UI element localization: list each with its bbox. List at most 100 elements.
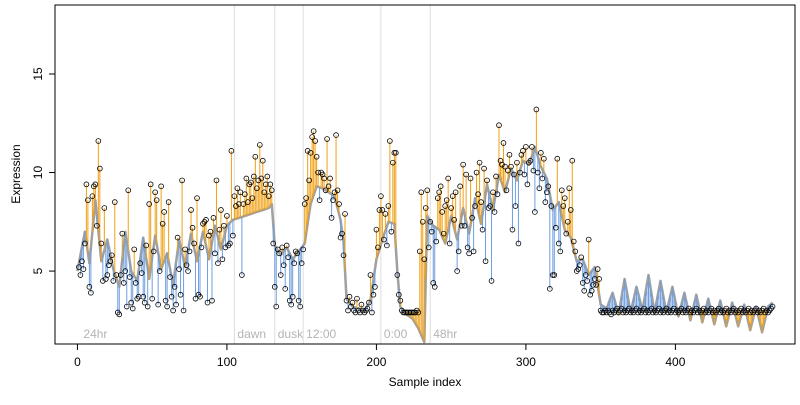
data-point xyxy=(593,282,599,288)
data-point xyxy=(529,144,535,150)
data-point xyxy=(561,195,568,201)
data-point xyxy=(183,262,190,268)
data-point xyxy=(436,189,443,196)
data-point xyxy=(572,248,579,255)
data-point xyxy=(422,205,429,211)
data-point xyxy=(158,183,164,190)
data-point xyxy=(555,240,562,247)
data-point xyxy=(182,246,188,253)
data-point xyxy=(557,248,564,255)
data-point xyxy=(437,183,444,190)
data-point xyxy=(769,303,776,310)
data-point xyxy=(439,209,445,215)
data-point xyxy=(523,144,529,150)
data-point xyxy=(203,217,209,223)
data-point xyxy=(416,248,423,255)
data-point xyxy=(297,303,303,310)
data-point xyxy=(276,250,283,257)
data-point xyxy=(387,138,393,144)
data-point xyxy=(125,187,132,194)
data-point xyxy=(185,268,191,274)
data-point xyxy=(467,175,474,182)
data-point xyxy=(521,171,528,178)
data-point xyxy=(243,175,250,182)
data-point xyxy=(221,222,227,229)
data-point xyxy=(566,185,573,192)
data-point xyxy=(132,280,139,286)
data-point xyxy=(590,282,596,288)
data-point xyxy=(156,268,163,274)
data-point xyxy=(240,201,247,207)
data-point xyxy=(473,169,480,176)
data-point xyxy=(379,207,386,213)
data-point xyxy=(502,163,508,170)
data-point xyxy=(370,291,377,298)
data-point xyxy=(159,220,166,227)
data-point xyxy=(482,258,489,265)
data-point xyxy=(545,183,552,190)
data-point xyxy=(107,258,114,265)
data-point xyxy=(463,171,469,178)
data-point xyxy=(231,193,238,199)
data-point xyxy=(111,199,118,205)
data-point xyxy=(215,260,221,266)
data-point xyxy=(212,250,218,257)
data-point xyxy=(230,232,236,239)
region-label: 0:00 xyxy=(384,327,408,341)
data-point xyxy=(345,307,351,314)
data-point xyxy=(469,215,475,221)
data-point xyxy=(85,197,91,203)
data-point xyxy=(472,203,478,209)
data-point xyxy=(538,150,544,156)
data-point xyxy=(445,175,451,182)
data-point xyxy=(104,272,111,278)
data-point xyxy=(248,179,254,186)
data-point xyxy=(117,272,124,278)
data-point xyxy=(491,209,498,215)
data-point xyxy=(265,193,272,199)
data-point xyxy=(527,157,534,164)
data-point xyxy=(170,307,176,314)
data-point xyxy=(213,177,220,184)
y-tick-label: 5 xyxy=(31,267,45,274)
region-label: dawn xyxy=(237,327,266,341)
data-point xyxy=(264,173,271,180)
data-point xyxy=(388,228,395,235)
data-point xyxy=(258,175,265,182)
data-point xyxy=(451,217,457,223)
data-point xyxy=(515,240,522,247)
data-point xyxy=(578,254,585,261)
data-point xyxy=(381,236,387,243)
data-point xyxy=(216,226,223,233)
data-point xyxy=(141,299,148,306)
data-point xyxy=(325,183,332,190)
data-point xyxy=(376,207,383,213)
data-point xyxy=(197,293,203,300)
data-point xyxy=(128,299,135,306)
data-point xyxy=(101,205,108,211)
data-point xyxy=(194,195,200,201)
data-point xyxy=(176,266,182,272)
data-point xyxy=(147,181,154,188)
data-point xyxy=(152,189,158,196)
data-point xyxy=(512,203,519,209)
data-point xyxy=(174,234,181,241)
data-point xyxy=(424,187,431,194)
region-label: 24hr xyxy=(83,327,107,341)
data-point xyxy=(503,187,510,194)
data-point xyxy=(343,297,350,304)
y-tick-label: 10 xyxy=(31,166,45,180)
data-point xyxy=(570,238,577,245)
data-point xyxy=(167,274,173,280)
data-point xyxy=(533,106,540,113)
data-point xyxy=(563,230,570,237)
data-point xyxy=(458,222,465,229)
data-point xyxy=(418,189,425,196)
data-point xyxy=(339,230,345,237)
data-point xyxy=(129,305,136,312)
data-point xyxy=(294,250,300,257)
data-point xyxy=(137,260,144,266)
data-point xyxy=(508,163,514,170)
data-point xyxy=(434,195,441,201)
